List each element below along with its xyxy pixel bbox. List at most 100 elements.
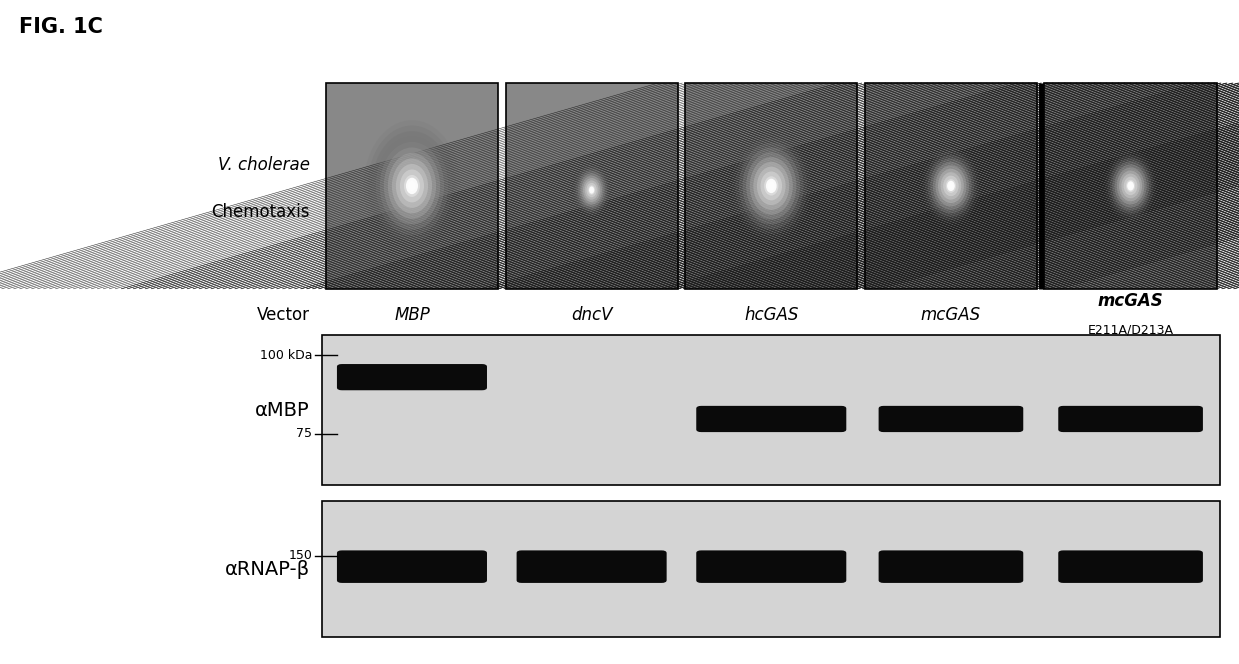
Ellipse shape (384, 147, 440, 224)
Ellipse shape (1119, 171, 1142, 201)
FancyBboxPatch shape (878, 550, 1023, 583)
Ellipse shape (943, 176, 959, 197)
Text: E211A/D213A: E211A/D213A (1088, 323, 1173, 337)
Ellipse shape (388, 153, 436, 219)
FancyBboxPatch shape (878, 406, 1023, 432)
FancyBboxPatch shape (1058, 550, 1203, 583)
Ellipse shape (768, 181, 774, 191)
FancyBboxPatch shape (337, 364, 487, 390)
Bar (865, 83, 1037, 289)
Ellipse shape (1108, 155, 1154, 216)
Ellipse shape (404, 175, 420, 197)
Ellipse shape (368, 125, 456, 246)
Ellipse shape (923, 148, 979, 224)
FancyBboxPatch shape (517, 550, 667, 583)
Ellipse shape (938, 169, 964, 203)
Ellipse shape (1129, 183, 1132, 189)
FancyBboxPatch shape (696, 550, 846, 583)
Bar (326, 83, 498, 289)
Ellipse shape (571, 161, 612, 219)
Ellipse shape (1121, 173, 1140, 199)
Text: MBP: MBP (394, 306, 430, 325)
Ellipse shape (589, 185, 595, 195)
Ellipse shape (766, 179, 777, 193)
Text: dncV: dncV (571, 306, 612, 325)
FancyBboxPatch shape (1058, 406, 1203, 432)
Bar (865, 83, 1037, 289)
Ellipse shape (392, 159, 432, 213)
Text: αRNAP-β: αRNAP-β (224, 560, 310, 579)
Ellipse shape (1105, 152, 1156, 220)
Ellipse shape (930, 159, 971, 213)
Ellipse shape (926, 151, 976, 220)
Text: hcGAS: hcGAS (745, 306, 798, 325)
Bar (322, 335, 1220, 485)
Ellipse shape (935, 165, 966, 207)
Ellipse shape (933, 162, 969, 210)
Ellipse shape (406, 178, 418, 194)
Ellipse shape (1116, 167, 1145, 205)
Ellipse shape (577, 171, 606, 209)
Ellipse shape (396, 164, 427, 208)
Text: 150: 150 (289, 549, 312, 562)
Ellipse shape (572, 163, 611, 216)
Ellipse shape (1110, 158, 1151, 214)
Text: Chemotaxis: Chemotaxis (212, 203, 310, 222)
Ellipse shape (1103, 149, 1158, 223)
Ellipse shape (586, 183, 597, 197)
Bar (506, 83, 678, 289)
Ellipse shape (732, 133, 810, 239)
Ellipse shape (1113, 161, 1149, 210)
Ellipse shape (1124, 177, 1137, 195)
Text: 75: 75 (296, 428, 312, 440)
Ellipse shape (947, 181, 955, 191)
Text: mcGAS: mcGAS (921, 306, 981, 325)
Ellipse shape (761, 171, 782, 201)
Bar (326, 83, 498, 289)
Text: mcGAS: mcGAS (1098, 291, 1163, 310)
Ellipse shape (576, 169, 607, 212)
Ellipse shape (408, 181, 416, 191)
Ellipse shape (746, 152, 797, 220)
Ellipse shape (372, 131, 452, 241)
Ellipse shape (375, 137, 449, 235)
Ellipse shape (928, 155, 974, 216)
FancyBboxPatch shape (696, 406, 846, 432)
Ellipse shape (764, 177, 778, 195)
Ellipse shape (1115, 164, 1146, 208)
Ellipse shape (590, 188, 593, 193)
Ellipse shape (575, 166, 608, 214)
Ellipse shape (945, 179, 957, 193)
Bar (1044, 83, 1217, 289)
Ellipse shape (1127, 181, 1134, 191)
Ellipse shape (589, 187, 595, 194)
Text: FIG. 1C: FIG. 1C (19, 17, 103, 37)
Ellipse shape (742, 147, 800, 224)
Bar (506, 83, 678, 289)
Text: αMBP: αMBP (255, 400, 310, 420)
Ellipse shape (919, 145, 983, 227)
Text: 100 kDa: 100 kDa (260, 349, 312, 362)
Bar (322, 501, 1220, 637)
Ellipse shape (736, 138, 807, 234)
Ellipse shape (400, 169, 424, 203)
Ellipse shape (753, 162, 789, 210)
Text: Vector: Vector (256, 306, 310, 325)
Ellipse shape (364, 120, 460, 252)
Ellipse shape (750, 157, 793, 214)
Ellipse shape (757, 167, 786, 205)
Ellipse shape (940, 172, 961, 200)
FancyBboxPatch shape (337, 550, 487, 583)
Text: V. cholerae: V. cholerae (218, 155, 310, 174)
Ellipse shape (580, 173, 603, 207)
Ellipse shape (585, 181, 598, 200)
Bar (1044, 83, 1217, 289)
Ellipse shape (729, 128, 814, 244)
Ellipse shape (581, 176, 602, 205)
Ellipse shape (948, 183, 954, 189)
Ellipse shape (738, 143, 804, 229)
Ellipse shape (584, 178, 600, 202)
Ellipse shape (1126, 180, 1135, 192)
Bar (685, 83, 857, 289)
Ellipse shape (380, 142, 444, 230)
